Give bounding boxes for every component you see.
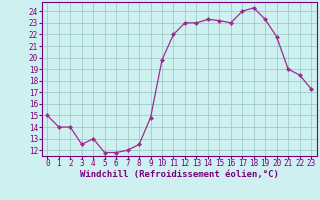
X-axis label: Windchill (Refroidissement éolien,°C): Windchill (Refroidissement éolien,°C) — [80, 170, 279, 179]
